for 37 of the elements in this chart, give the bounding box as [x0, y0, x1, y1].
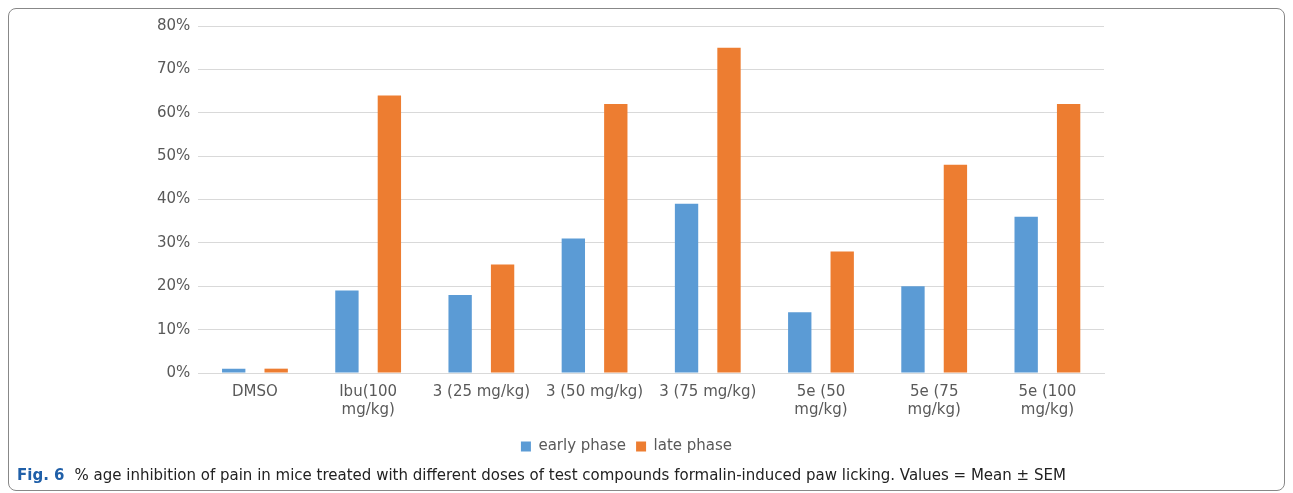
x-tick-label: 5e (50 mg/kg) [794, 381, 848, 418]
y-tick-label: 10% [157, 319, 191, 338]
y-tick-label: 0% [166, 362, 191, 381]
bar [1056, 104, 1081, 373]
bar [830, 251, 854, 373]
bar [788, 312, 812, 373]
x-tick-label: 3 (75 mg/kg) [659, 381, 757, 400]
bar [222, 368, 246, 373]
bar [561, 238, 586, 373]
legend-label: early phase [538, 436, 627, 455]
x-tick-label: Ibu(100 mg/kg) [339, 381, 398, 418]
bar [264, 368, 288, 373]
legend-label: late phase [653, 436, 733, 455]
bar [674, 203, 699, 373]
bar [1014, 216, 1038, 373]
x-tick-label: DMSO [232, 381, 278, 400]
y-tick-label: 50% [157, 146, 191, 165]
y-tick-label: 70% [157, 59, 191, 78]
bar [901, 286, 925, 373]
bar [717, 47, 741, 373]
y-tick-label: 80% [157, 15, 191, 34]
bar [335, 290, 359, 373]
y-tick-label: 20% [157, 276, 191, 295]
bar [490, 264, 515, 373]
bar [448, 294, 472, 373]
x-tick-label: 3 (25 mg/kg) [432, 381, 530, 400]
x-tick-label: 5e (75 mg/kg) [907, 381, 961, 418]
bar [943, 164, 968, 373]
bar [604, 104, 628, 373]
y-tick-label: 40% [157, 189, 191, 208]
caption: Fig. 6 [17, 466, 65, 484]
bar [377, 95, 402, 373]
x-tick-label: 3 (50 mg/kg) [545, 381, 644, 400]
text: % age inhibition of pain in mice treated with different doses of test compounds formalin-induced paw licking. Values = Mean ± SEM [74, 466, 1066, 484]
y-tick-label: 60% [157, 102, 191, 121]
y-tick-label: 30% [157, 232, 191, 251]
x-tick-label: 5e (100 mg/kg) [1018, 381, 1077, 418]
